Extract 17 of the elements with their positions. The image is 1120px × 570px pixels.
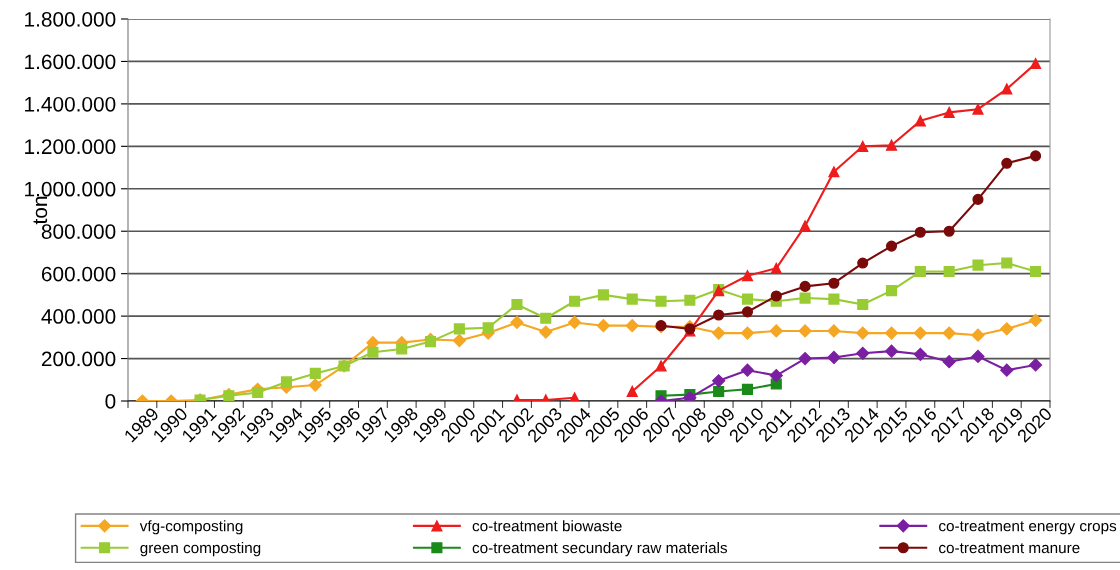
legend-label: green composting [140, 542, 261, 557]
y-tick-label: 1.800.000 [25, 12, 116, 27]
legend-label: co-treatment secundary raw materials [472, 542, 728, 557]
y-tick-label: 600.000 [41, 266, 116, 282]
legend-label: co-treatment energy crops [939, 521, 1117, 535]
y-tick-label: 400.000 [41, 309, 116, 324]
y-tick-label: 1.600.000 [25, 54, 116, 70]
y-tick-label: 1.200.000 [25, 139, 116, 155]
y-axis-title: ton [33, 196, 48, 225]
y-tick-label: 800.000 [41, 224, 116, 239]
y-tick-label: 200.000 [41, 351, 116, 367]
legend-label: co-treatment manure [939, 543, 1080, 554]
y-tick-label: 0 [105, 394, 116, 409]
y-tick-label: 1.000.000 [25, 181, 116, 197]
y-tick-label: 1.400.000 [25, 96, 116, 112]
legend-label: vfg-composting [139, 520, 243, 535]
legend-label: co-treatment biowaste [472, 520, 622, 532]
